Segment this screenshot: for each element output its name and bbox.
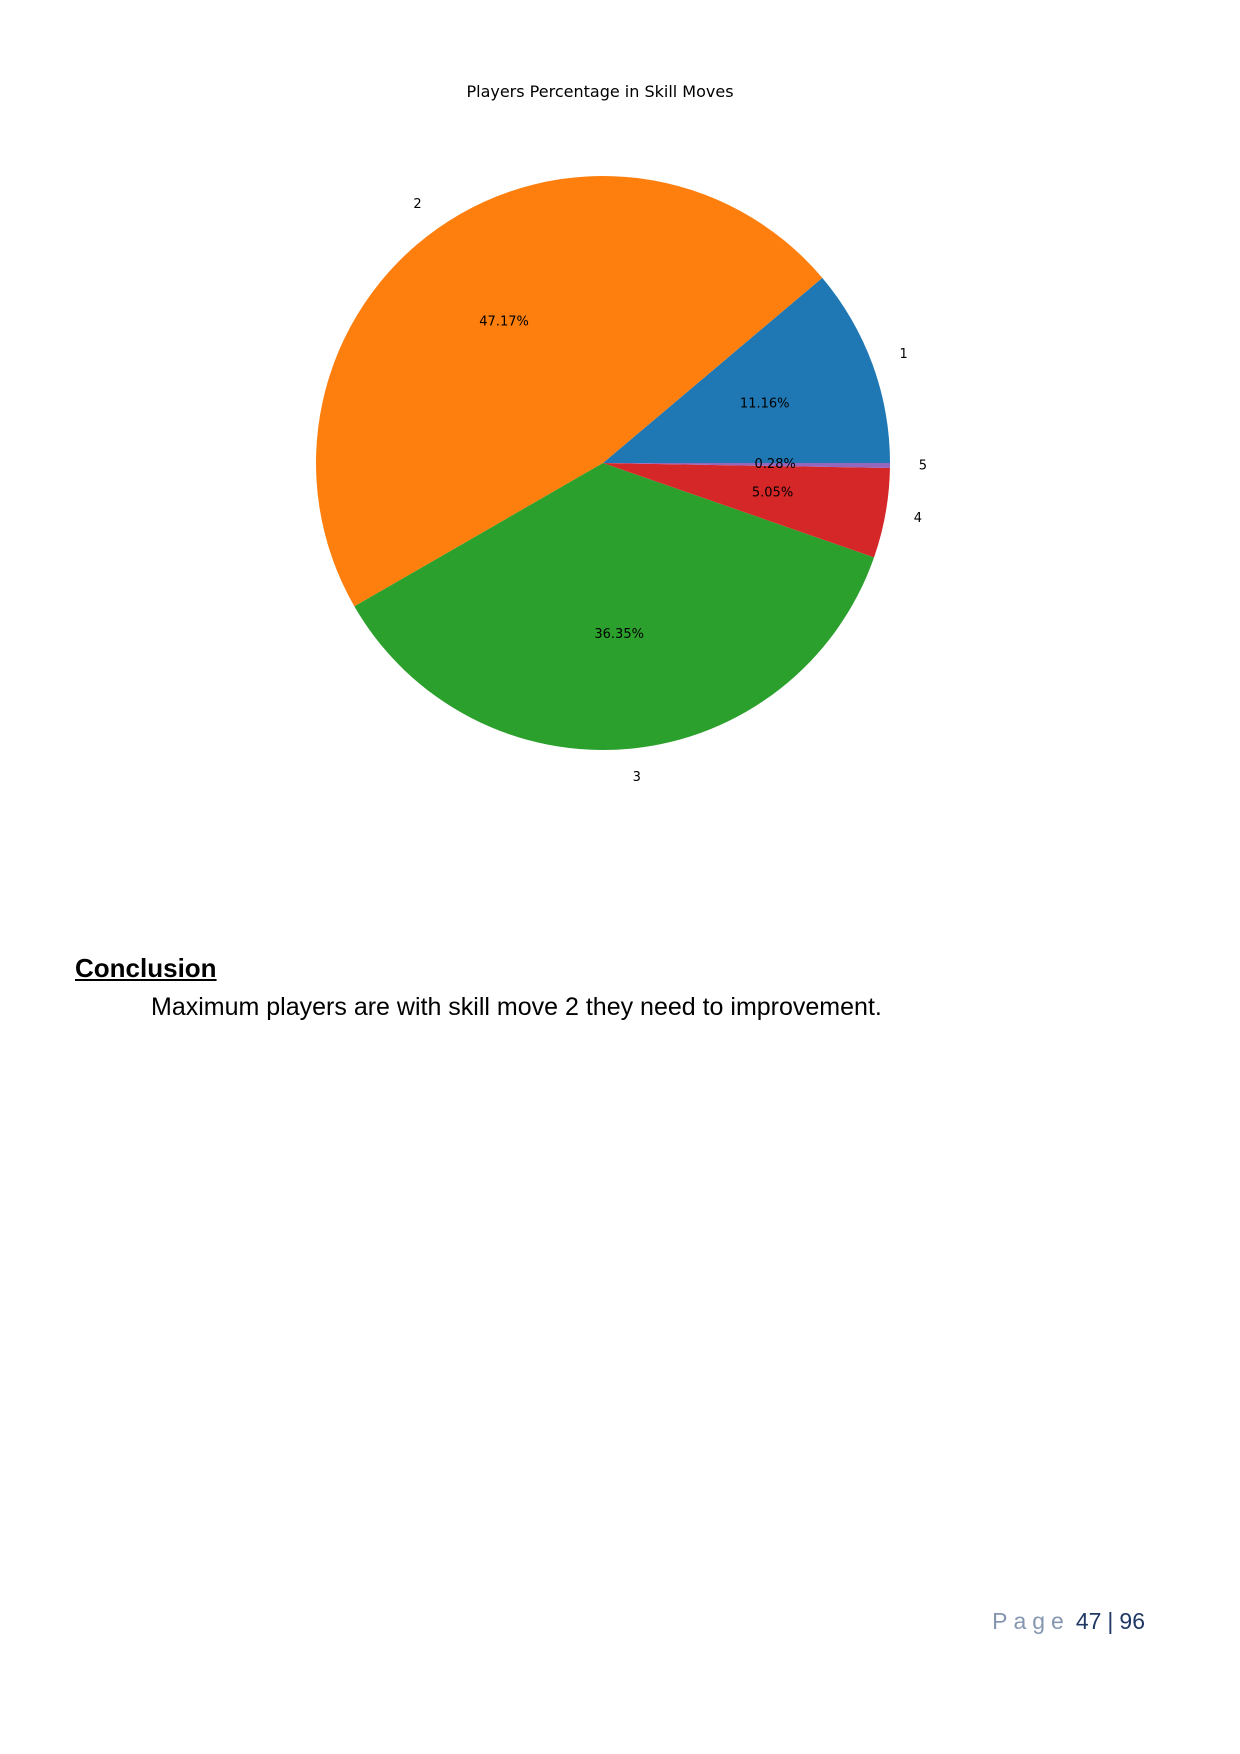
- pie-slices: [316, 175, 890, 751]
- slice-category-label-5: 5: [919, 458, 927, 473]
- pie-slice-2: [316, 175, 823, 607]
- page-number: 47: [1075, 1608, 1102, 1634]
- slice-category-label-2: 2: [413, 197, 421, 212]
- pie-slice-4: [603, 463, 890, 558]
- slice-percent-label-1: 11.16%: [740, 396, 790, 411]
- page-separator: |: [1107, 1608, 1114, 1634]
- slice-category-label-1: 1: [899, 347, 907, 362]
- conclusion-heading: Conclusion: [75, 953, 217, 983]
- slice-category-label-4: 4: [914, 511, 922, 526]
- pie-slice-5: [603, 463, 890, 469]
- pie-chart: Players Percentage in Skill Moves 1 11.16…: [316, 82, 927, 785]
- slice-percent-label-4: 5.05%: [752, 486, 793, 501]
- slice-percent-label-2: 47.17%: [479, 315, 529, 330]
- slice-percent-label-5: 0.28%: [755, 457, 796, 472]
- total-pages: 96: [1119, 1608, 1145, 1634]
- pie-slice-3: [354, 463, 875, 751]
- slice-category-label-3: 3: [633, 770, 641, 785]
- chart-title: Players Percentage in Skill Moves: [466, 82, 733, 101]
- pie-labels: 1 11.16% 2 47.17% 3 36.35% 4 5.05% 5 0.28%: [413, 197, 927, 785]
- page-word: Page: [992, 1608, 1070, 1634]
- page-footer: Page 47 | 96: [992, 1608, 1145, 1636]
- slice-percent-label-3: 36.35%: [594, 627, 644, 642]
- conclusion-text: Maximum players are with skill move 2 th…: [151, 993, 882, 1021]
- pie-slice-1: [603, 277, 890, 463]
